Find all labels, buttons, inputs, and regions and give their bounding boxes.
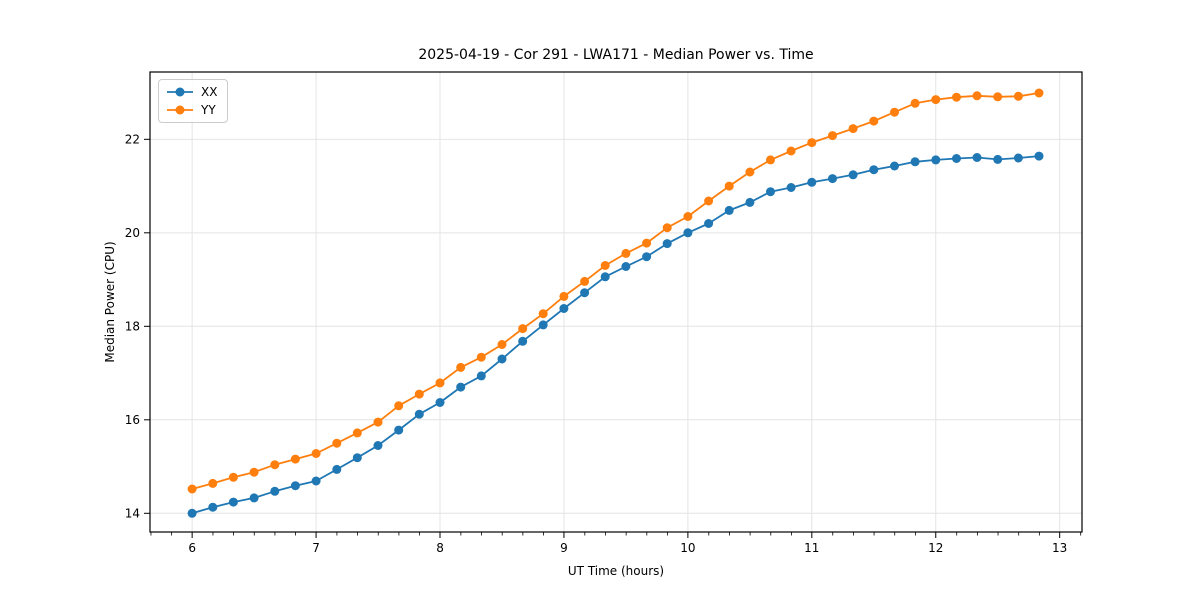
svg-text:13: 13	[1052, 541, 1067, 555]
legend-item-yy: YY	[166, 103, 217, 117]
line-marker-icon	[167, 87, 193, 97]
svg-text:18: 18	[125, 319, 140, 333]
svg-text:22: 22	[125, 132, 140, 146]
chart-title: 2025-04-19 - Cor 291 - LWA171 - Median P…	[418, 47, 814, 63]
svg-text:9: 9	[560, 541, 568, 555]
legend-item-xx: XX	[166, 85, 217, 99]
svg-text:16: 16	[125, 413, 140, 427]
x-axis-label: UT Time (hours)	[567, 564, 665, 578]
legend-label-yy: YY	[201, 103, 216, 117]
svg-text:11: 11	[804, 541, 819, 555]
svg-text:6: 6	[188, 541, 196, 555]
legend: XX YY	[158, 79, 229, 123]
svg-text:8: 8	[436, 541, 444, 555]
svg-text:12: 12	[928, 541, 943, 555]
svg-text:7: 7	[312, 541, 320, 555]
line-marker-icon	[167, 105, 193, 115]
svg-text:20: 20	[125, 226, 140, 240]
svg-text:10: 10	[680, 541, 695, 555]
svg-text:14: 14	[125, 506, 140, 520]
legend-label-xx: XX	[201, 85, 218, 99]
